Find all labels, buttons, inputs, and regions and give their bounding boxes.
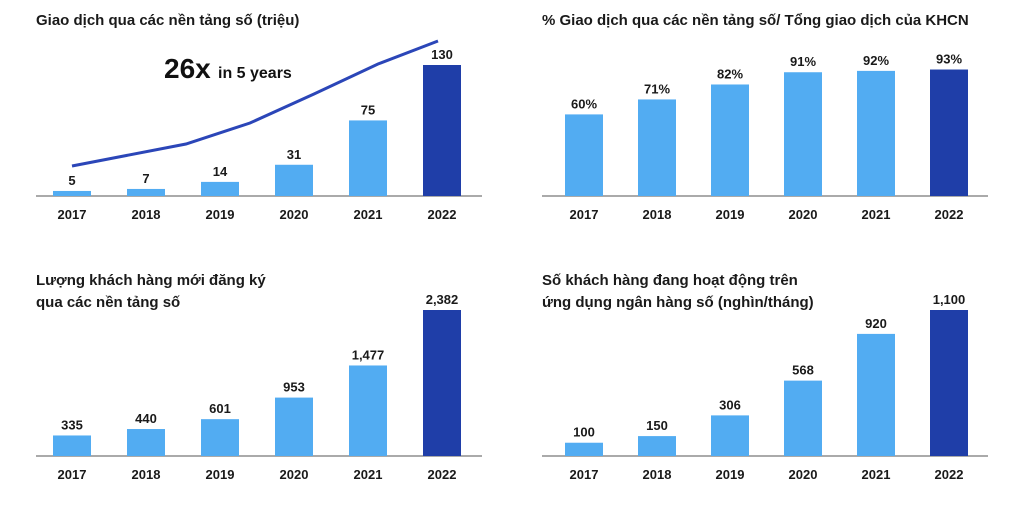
chart-title: Lượng khách hàng mới đăng ký qua các nền… — [36, 272, 266, 311]
data-label: 953 — [283, 380, 305, 395]
bar-2017 — [53, 190, 91, 196]
data-label: 306 — [719, 397, 741, 412]
data-label: 75 — [361, 102, 375, 117]
x-tick-label: 2021 — [862, 207, 891, 222]
bar-2018 — [127, 429, 165, 456]
chart-plot: 26x in 5 years 5 2017 7 2018 14 2019 31 2020 75 2… — [36, 39, 482, 222]
bar-2021 — [349, 365, 387, 456]
x-tick-label: 2018 — [643, 207, 672, 222]
data-label: 2,382 — [426, 292, 459, 307]
x-tick-label: 2019 — [716, 207, 745, 222]
bar-2021 — [857, 70, 895, 196]
data-label: 60% — [571, 96, 597, 111]
x-tick-label: 2017 — [570, 467, 599, 482]
x-tick-label: 2020 — [789, 207, 818, 222]
data-label: 100 — [573, 425, 595, 440]
data-label: 601 — [209, 401, 231, 416]
data-label: 93% — [936, 52, 962, 67]
x-tick-label: 2017 — [58, 207, 87, 222]
chart-title: Giao dịch qua các nền tảng số (triệu) — [36, 12, 300, 29]
bar-2020 — [275, 397, 313, 456]
bar-2019 — [711, 415, 749, 456]
bar-2018 — [638, 436, 676, 456]
data-label: 7 — [142, 171, 149, 186]
bar-2021 — [349, 120, 387, 196]
data-label: 5 — [68, 173, 75, 188]
data-label: 150 — [646, 418, 668, 433]
chart-new-customers: Lượng khách hàng mới đăng ký qua các nền… — [36, 270, 486, 490]
bar-2019 — [711, 84, 749, 196]
data-label: 568 — [792, 363, 814, 378]
x-tick-label: 2018 — [643, 467, 672, 482]
x-tick-label: 2017 — [58, 467, 87, 482]
data-label: 1,100 — [933, 292, 966, 307]
x-tick-label: 2018 — [132, 207, 161, 222]
bar-2021 — [857, 333, 895, 456]
chart-title: Số khách hàng đang hoạt động trên ứng dụ… — [542, 272, 814, 311]
bar-2019 — [201, 181, 239, 196]
x-tick-label: 2020 — [280, 207, 309, 222]
x-tick-label: 2017 — [570, 207, 599, 222]
annotation-small: in 5 years — [218, 65, 292, 82]
x-tick-label: 2021 — [862, 467, 891, 482]
chart-digital-transactions: Giao dịch qua các nền tảng số (triệu) 26… — [36, 10, 486, 230]
data-label: 82% — [717, 66, 743, 81]
x-tick-label: 2022 — [935, 467, 964, 482]
x-tick-label: 2021 — [354, 467, 383, 482]
x-tick-label: 2022 — [428, 467, 457, 482]
bar-2017 — [565, 442, 603, 456]
bar-2022 — [423, 310, 461, 456]
bar-2022 — [423, 65, 461, 196]
bar-2020 — [275, 164, 313, 196]
data-label: 440 — [135, 411, 157, 426]
x-tick-label: 2019 — [206, 207, 235, 222]
x-tick-label: 2021 — [354, 207, 383, 222]
data-label: 14 — [213, 164, 228, 179]
bar-2022 — [930, 69, 968, 196]
annotation-big: 26x — [164, 53, 211, 84]
x-tick-label: 2022 — [935, 207, 964, 222]
chart-title: % Giao dịch qua các nền tảng số/ Tổng gi… — [542, 12, 969, 29]
chart-plot: 60% 2017 71% 2018 82% 2019 91% 2020 92% 2021 93% 20… — [542, 52, 988, 222]
x-tick-label: 2018 — [132, 467, 161, 482]
x-tick-label: 2020 — [789, 467, 818, 482]
data-label: 71% — [644, 81, 670, 96]
bar-2017 — [565, 114, 603, 196]
x-tick-label: 2019 — [206, 467, 235, 482]
x-tick-label: 2019 — [716, 467, 745, 482]
data-label: 91% — [790, 54, 816, 69]
bar-2017 — [53, 435, 91, 456]
bar-2020 — [784, 380, 822, 456]
bar-2019 — [201, 419, 239, 456]
data-label: 920 — [865, 316, 887, 331]
x-tick-label: 2022 — [428, 207, 457, 222]
data-label: 31 — [287, 147, 301, 162]
chart-plot: 335 2017 440 2018 601 2019 953 2020 1,477 2021 2,3… — [36, 292, 482, 482]
data-label: 335 — [61, 417, 83, 432]
bar-2018 — [638, 99, 676, 196]
bar-2020 — [784, 72, 822, 196]
x-tick-label: 2020 — [280, 467, 309, 482]
chart-digital-share: % Giao dịch qua các nền tảng số/ Tổng gi… — [542, 10, 992, 230]
chart-active-customers: Số khách hàng đang hoạt động trên ứng dụ… — [542, 270, 992, 490]
trend-line — [71, 39, 439, 168]
data-label: 130 — [431, 47, 453, 62]
data-label: 1,477 — [352, 347, 385, 362]
data-label: 92% — [863, 53, 889, 68]
bar-2022 — [930, 310, 968, 456]
bar-2018 — [127, 188, 165, 196]
chart-plot: 100 2017 150 2018 306 2019 568 2020 920 2021 1,100… — [542, 292, 988, 482]
